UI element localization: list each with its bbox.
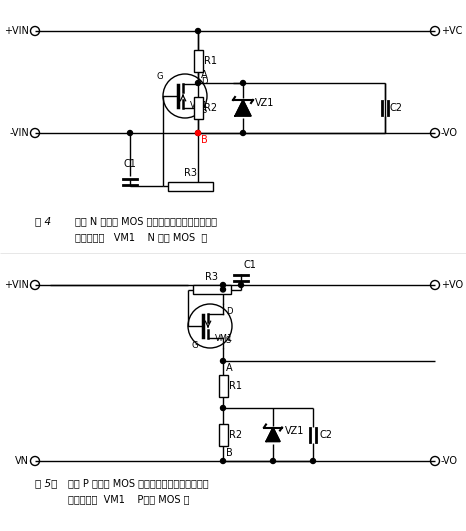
- Text: VZ1: VZ1: [255, 98, 274, 108]
- Text: VM1: VM1: [215, 334, 233, 343]
- Bar: [219, 424, 227, 446]
- Circle shape: [220, 282, 226, 287]
- Text: C2: C2: [319, 430, 332, 440]
- Text: R2: R2: [229, 430, 242, 440]
- Circle shape: [196, 131, 200, 135]
- Text: R1: R1: [229, 381, 242, 391]
- Text: +VO: +VO: [441, 280, 463, 290]
- Circle shape: [196, 81, 200, 85]
- Circle shape: [240, 131, 246, 135]
- Circle shape: [220, 406, 226, 410]
- Text: 图 4: 图 4: [35, 216, 51, 226]
- Bar: [193, 285, 231, 294]
- Text: -VO: -VO: [441, 456, 458, 466]
- Circle shape: [240, 81, 246, 85]
- Text: 使用 N 型功率 MOS 管的输入防反接电路原理图: 使用 N 型功率 MOS 管的输入防反接电路原理图: [75, 216, 217, 226]
- Text: -VIN: -VIN: [9, 128, 29, 138]
- Text: S: S: [201, 106, 206, 115]
- Text: S: S: [226, 336, 231, 345]
- Text: VZ1: VZ1: [285, 426, 304, 436]
- Text: R2: R2: [204, 103, 217, 113]
- Text: +VIN: +VIN: [4, 26, 29, 36]
- Text: B: B: [226, 448, 233, 458]
- Circle shape: [239, 282, 244, 287]
- Circle shape: [196, 131, 200, 135]
- Text: C2: C2: [390, 103, 403, 113]
- Text: D: D: [201, 77, 207, 86]
- Text: C1: C1: [123, 159, 137, 169]
- Polygon shape: [266, 427, 280, 441]
- Text: R1: R1: [204, 56, 217, 66]
- Circle shape: [220, 287, 226, 292]
- Text: A: A: [226, 363, 233, 373]
- Bar: [193, 50, 203, 72]
- Text: G: G: [157, 72, 163, 81]
- Text: 使用 P 型功率 MOS 管的输入防反接电路原理图: 使用 P 型功率 MOS 管的输入防反接电路原理图: [68, 478, 209, 488]
- Text: A: A: [201, 70, 208, 80]
- Bar: [219, 375, 227, 397]
- Text: 关键器件：  VM1    P沟道 MOS 管: 关键器件： VM1 P沟道 MOS 管: [68, 494, 190, 504]
- Text: B: B: [201, 135, 208, 145]
- Circle shape: [128, 131, 132, 135]
- Text: C1: C1: [244, 260, 257, 270]
- Circle shape: [270, 458, 275, 464]
- Polygon shape: [235, 100, 251, 116]
- Bar: [168, 182, 213, 191]
- Text: 关键器件：   VM1    N 沟道 MOS  管: 关键器件： VM1 N 沟道 MOS 管: [75, 232, 207, 242]
- Bar: [193, 97, 203, 119]
- Text: R3: R3: [206, 271, 219, 281]
- Text: +VC: +VC: [441, 26, 462, 36]
- Circle shape: [196, 29, 200, 33]
- Text: VN: VN: [15, 456, 29, 466]
- Circle shape: [220, 458, 226, 464]
- Text: G: G: [191, 341, 198, 350]
- Circle shape: [220, 358, 226, 364]
- Text: +VIN: +VIN: [4, 280, 29, 290]
- Text: VM1: VM1: [190, 101, 208, 110]
- Text: R3: R3: [184, 168, 197, 178]
- Text: -VO: -VO: [441, 128, 458, 138]
- Text: 图 5．: 图 5．: [35, 478, 57, 488]
- Text: D: D: [226, 307, 233, 316]
- Circle shape: [310, 458, 315, 464]
